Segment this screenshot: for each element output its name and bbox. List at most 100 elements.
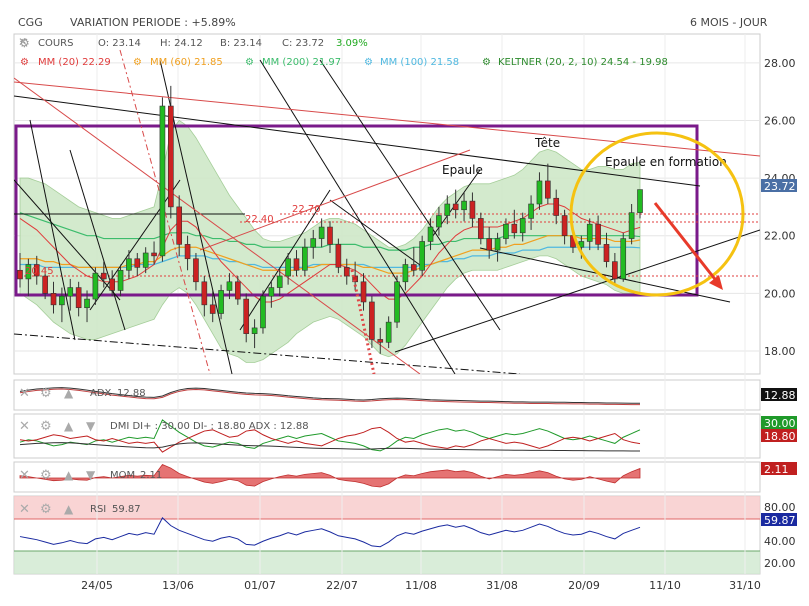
candle: [126, 250, 132, 279]
mom-badge: [761, 462, 797, 475]
candle-body: [528, 203, 534, 219]
rsi-close-icon[interactable]: ✕: [19, 502, 30, 517]
candle-body: [176, 206, 183, 245]
candle: [385, 316, 392, 349]
adx-gear-icon[interactable]: ⚙: [40, 386, 52, 401]
adx-line-2: [19, 388, 641, 406]
dmi-gear-icon[interactable]: ⚙: [40, 419, 52, 434]
price-tick-label: 18.00: [764, 345, 796, 358]
keltner-legend[interactable]: KELTNER (20, 2, 10) 24.54 - 19.98: [498, 57, 668, 68]
adx-badge-value: 12.88: [764, 389, 796, 402]
candle-body: [92, 272, 99, 300]
candle: [402, 258, 409, 291]
tete-label: Tête: [534, 136, 560, 150]
adx-up-icon[interactable]: ▲: [64, 386, 74, 400]
time-tick-label: 31/10: [729, 579, 761, 592]
candle: [410, 247, 417, 277]
mm20-legend[interactable]: MM (20) 22.29: [38, 57, 111, 68]
adx-panel-header: ✕ ⚙ ▲ ADX 12.88: [19, 386, 146, 401]
rsi-up-icon[interactable]: ▲: [64, 502, 74, 516]
candle-body: [477, 218, 484, 239]
highlight-circle: [569, 131, 745, 297]
candle-body: [142, 252, 149, 268]
candle: [193, 252, 199, 291]
red-trendlines: [14, 49, 760, 374]
keltner-remove-icon[interactable]: ⚙: [482, 57, 491, 68]
candle: [561, 209, 568, 245]
candle: [612, 252, 618, 285]
mom-panel-header: ✕ ⚙ ▲ ▼ MOM 2.11: [19, 468, 162, 483]
mm100-legend[interactable]: MM (100) 21.58: [380, 57, 459, 68]
variation: VARIATION PERIODE : +5.89%: [70, 16, 236, 29]
candle-body: [260, 295, 266, 329]
adx-label: ADX: [90, 388, 112, 399]
time-tick-label: 22/07: [326, 579, 358, 592]
rsi-tick-20: 20.00: [764, 557, 796, 570]
cours-gear-icon[interactable]: ⚙: [19, 36, 30, 50]
candle: [226, 273, 233, 300]
symbol: CGG: [18, 16, 43, 29]
candle: [159, 97, 166, 262]
mom-down-icon[interactable]: ▼: [86, 468, 96, 482]
candle: [637, 189, 643, 219]
candle: [251, 319, 258, 349]
candle: [100, 261, 107, 288]
candle: [394, 276, 400, 328]
dmi-down-icon[interactable]: ▼: [86, 419, 96, 433]
candle-body: [545, 180, 551, 199]
candle: [25, 258, 32, 297]
mm200-remove-icon[interactable]: ⚙: [245, 57, 254, 68]
candle: [84, 290, 90, 323]
candle: [201, 276, 208, 317]
candle-body: [235, 281, 241, 300]
mm100-remove-icon[interactable]: ⚙: [364, 57, 373, 68]
candle: [335, 238, 342, 274]
time-tick-label: 24/05: [81, 579, 113, 592]
mm200-legend[interactable]: MM (200) 21.97: [262, 57, 341, 68]
candle: [268, 281, 275, 308]
candle-body: [201, 281, 208, 306]
time-tick-label: 01/07: [244, 579, 276, 592]
di-plus-badge-value: 30.00: [764, 417, 796, 430]
mom-value: 2.11: [140, 470, 162, 481]
close-icon[interactable]: ✕: [18, 35, 28, 49]
rsi-overbought-zone: [14, 496, 760, 519]
indicator-legend: ⚙ MM (20) 22.29 ⚙ MM (60) 21.85 ⚙ MM (20…: [20, 57, 668, 68]
candle-body: [302, 246, 308, 271]
candle: [545, 163, 551, 204]
candle-body: [151, 252, 157, 257]
candle-body: [59, 295, 65, 306]
candle-body: [243, 298, 250, 334]
mom-close-icon[interactable]: ✕: [19, 468, 30, 483]
rsi-gear-icon[interactable]: ⚙: [40, 502, 52, 517]
candle-body: [603, 244, 610, 262]
candle-body: [519, 218, 526, 234]
adx-close-icon[interactable]: ✕: [19, 386, 30, 401]
mom-up-icon[interactable]: ▲: [64, 468, 74, 482]
mm20-remove-icon[interactable]: ⚙: [20, 57, 29, 68]
candle: [536, 172, 543, 210]
dmi-up-icon[interactable]: ▲: [64, 419, 74, 433]
candle-body: [637, 189, 643, 213]
mm60-legend[interactable]: MM (60) 21.85: [150, 57, 223, 68]
candle-body: [100, 272, 107, 280]
candle-body: [310, 238, 317, 248]
price-tick-label: 28.00: [764, 57, 796, 70]
mm60-remove-icon[interactable]: ⚙: [133, 57, 142, 68]
candle: [243, 293, 250, 343]
candle: [285, 252, 291, 285]
time-tick-label: 20/09: [568, 579, 600, 592]
candle: [452, 189, 459, 219]
mom-gear-icon[interactable]: ⚙: [40, 468, 52, 483]
candle-body: [360, 281, 367, 303]
candle: [620, 232, 627, 282]
candle-body: [503, 223, 509, 239]
candle-body: [402, 264, 409, 283]
adx-line: [19, 387, 641, 404]
candle: [59, 287, 65, 323]
candle-body: [42, 275, 48, 294]
candle-body: [184, 244, 191, 260]
dmi-close-icon[interactable]: ✕: [19, 419, 30, 434]
